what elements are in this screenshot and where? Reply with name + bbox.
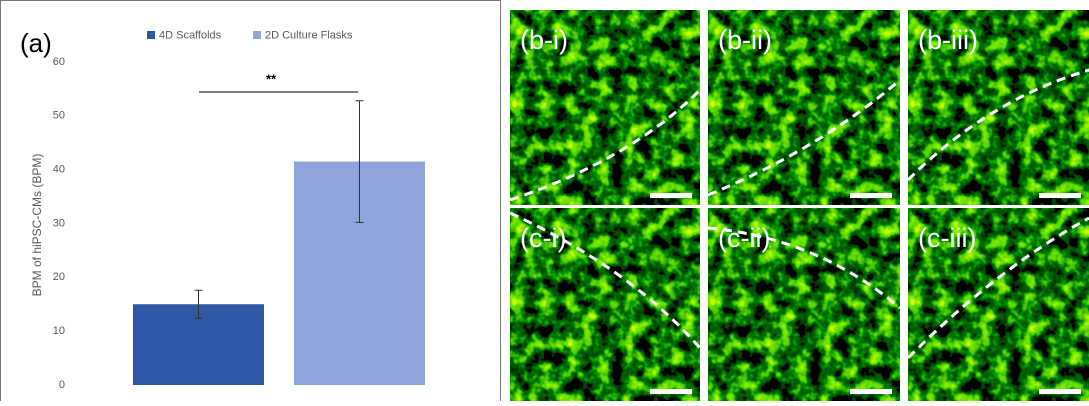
y-tick-label: 0	[59, 379, 65, 391]
legend-swatch	[147, 31, 155, 39]
y-tick-label: 10	[53, 325, 65, 337]
image-panels: (b-i) (b-ii) (b-iii) (c-i) (c-ii) (c-iii)	[510, 10, 1089, 401]
scale-bar	[850, 193, 892, 198]
y-tick-label: 30	[53, 217, 65, 229]
panel-label: (b-i)	[520, 25, 568, 55]
scale-bar	[650, 193, 692, 198]
y-tick-label: 40	[53, 164, 65, 176]
panel-label: (b-ii)	[718, 25, 772, 55]
panel-label: (a)	[20, 28, 52, 58]
micrograph: (c-iii)	[908, 208, 1089, 401]
panel-label: (c-ii)	[718, 223, 770, 253]
y-tick-label: 20	[53, 271, 65, 283]
micrograph: (c-i)	[510, 208, 700, 401]
panel-label: (c-i)	[520, 223, 566, 253]
y-tick-label: 60	[53, 56, 65, 68]
scale-bar	[1039, 389, 1081, 394]
legend-label: 4D Scaffolds	[159, 29, 222, 41]
legend-label: 2D Culture Flasks	[265, 29, 353, 41]
micrograph: (b-iii)	[908, 10, 1089, 205]
figure: (a) BPM of hiPSC-CMs (BPM) 0 10 20 30 40 50 60…	[0, 0, 1089, 401]
micrograph: (b-ii)	[708, 10, 900, 205]
panel-label: (b-iii)	[918, 25, 978, 55]
legend-swatch	[253, 31, 261, 39]
micrograph: (c-ii)	[708, 208, 900, 401]
scale-bar	[650, 389, 692, 394]
y-tick-label: 50	[53, 110, 65, 122]
y-axis-label: BPM of hiPSC-CMs (BPM)	[30, 154, 44, 297]
panel-label: (c-iii)	[918, 223, 976, 253]
significance-label: **	[266, 71, 277, 86]
scale-bar	[850, 389, 892, 394]
micrograph: (b-i)	[510, 10, 700, 205]
scale-bar	[1039, 193, 1081, 198]
